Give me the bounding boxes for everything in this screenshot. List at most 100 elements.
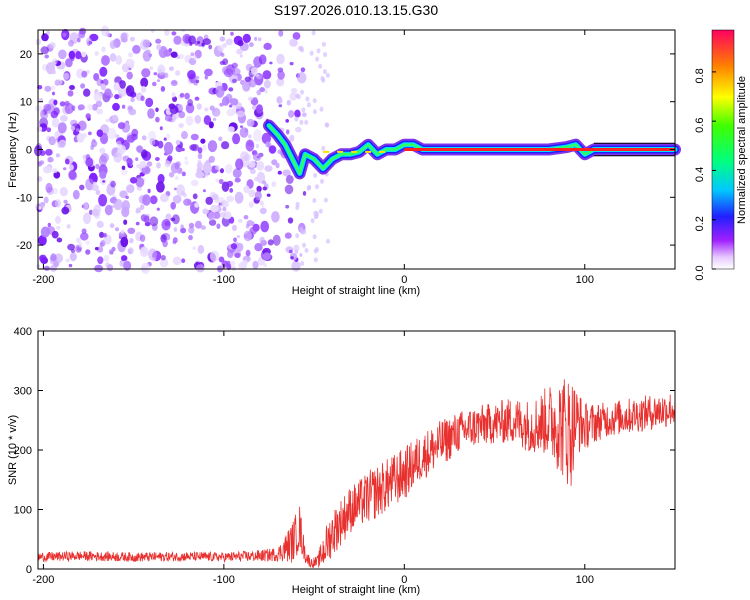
noise-blob [164,29,170,36]
noise-blob [105,118,110,123]
noise-blob [163,137,167,141]
noise-blob [277,170,282,175]
noise-blob [139,246,149,258]
noise-blob [209,250,220,262]
noise-blob [157,140,164,149]
snr-x-tick-label: -100 [213,574,235,586]
noise-blob [239,127,249,138]
noise-blob [248,96,254,101]
noise-blob [215,178,219,183]
noise-blob [230,31,234,36]
noise-blob [194,220,202,229]
snr-y-tick-label: 100 [14,505,32,517]
noise-blob [50,253,57,262]
noise-blob [211,193,219,201]
noise-blob [178,111,186,119]
noise-blob [66,224,71,229]
noise-blob [262,252,271,261]
noise-blob [99,147,106,154]
noise-blob [222,207,227,212]
noise-blob [188,226,195,234]
noise-blob [314,247,319,252]
snr-y-tick-label: 300 [14,386,32,398]
noise-blob [49,264,58,272]
noise-blob [248,189,256,198]
noise-blob [234,252,241,259]
noise-blob [85,157,94,168]
noise-blob [128,52,133,58]
noise-blob [245,63,253,72]
noise-blob [229,216,235,224]
noise-blob [70,125,76,131]
noise-blob [56,237,63,243]
noise-blob [227,126,235,133]
noise-blob [192,193,198,200]
noise-blob [325,72,330,78]
noise-blob [39,160,45,165]
noise-blob [194,115,202,124]
noise-blob [39,117,48,128]
noise-blob [35,105,43,112]
noise-blob [269,61,273,65]
snr-x-tick-label: -200 [32,574,54,586]
noise-blob [170,201,176,210]
noise-blob [236,48,243,55]
noise-blob [143,215,150,224]
noise-blob [284,184,294,195]
noise-blob [312,98,317,104]
noise-blob [141,68,151,78]
noise-blob [236,110,245,118]
noise-blob [125,195,129,199]
noise-blob [168,171,175,178]
noise-blob [197,244,205,254]
noise-blob [312,109,317,115]
noise-blob [99,242,104,247]
noise-blob [312,234,317,240]
noise-blob [268,145,277,154]
noise-blob [192,246,196,251]
noise-blob [185,115,194,126]
noise-blob [172,214,180,225]
noise-blob [169,66,174,71]
snr-plot: -200 -100 0 100 0 100 200 300 400 Height of stra… [7,326,676,596]
noise-blob [172,195,182,204]
noise-blob [45,148,53,156]
noise-blob [221,141,230,150]
noise-blob [101,46,106,53]
noise-blob [253,129,262,142]
noise-blob [245,249,251,257]
noise-blob [228,87,234,92]
noise-blob [202,38,211,45]
noise-blob [141,166,151,175]
noise-blob [229,104,233,108]
noise-blob [96,108,104,115]
noise-blob [215,165,220,171]
noise-blob [289,134,295,142]
noise-blob [145,97,154,108]
noise-blob [155,38,162,44]
noise-blob [180,41,185,46]
noise-blob [129,177,138,184]
noise-blob [324,122,329,128]
noise-blob [45,182,53,193]
noise-blob [177,103,184,111]
noise-blob [248,134,252,139]
noise-blob [271,211,280,223]
noise-blob [125,58,135,68]
noise-blob [159,126,163,131]
noise-blob [234,191,244,204]
noise-blob [77,104,85,111]
noise-blob [58,49,67,60]
noise-blob [170,80,178,87]
noise-blob [263,263,267,268]
noise-blob [304,119,309,125]
noise-blob [300,261,305,266]
noise-blob [81,51,87,58]
noise-blob [312,198,317,203]
noise-blob [75,51,82,60]
noise-blob [136,164,141,169]
noise-blob [95,163,100,170]
noise-blob [212,117,217,121]
noise-blob [139,234,146,242]
